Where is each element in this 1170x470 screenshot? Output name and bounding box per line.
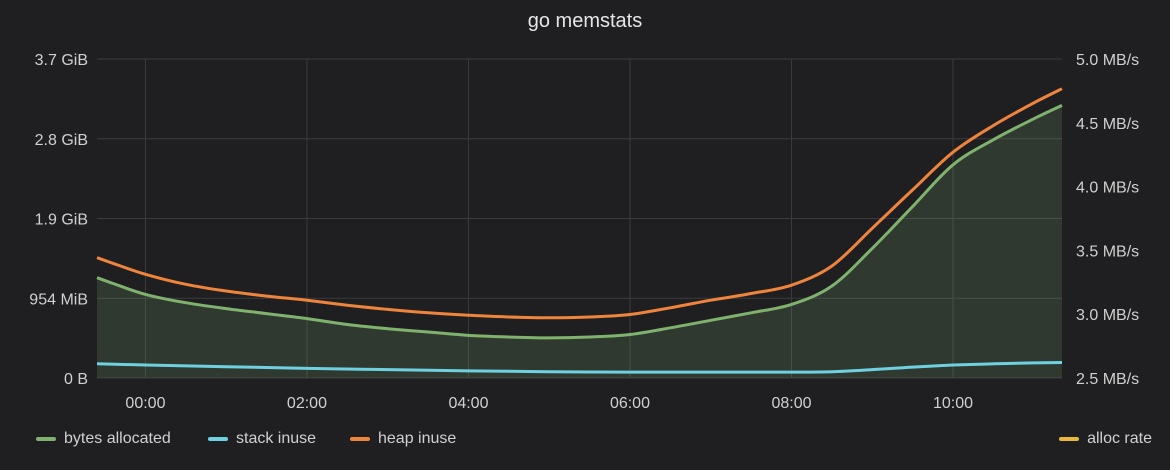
legend-item-heap-inuse[interactable]: heap inuse <box>350 430 456 448</box>
legend-swatch <box>208 437 228 441</box>
legend-label: stack inuse <box>236 430 317 447</box>
series-line-stack-inuse <box>96 361 1063 374</box>
y-left-tick-label: 1.9 GiB <box>35 212 88 229</box>
series-lines <box>96 87 1063 374</box>
series-line-bytes-allocated <box>96 104 1063 340</box>
x-axis: 00:00 02:00 04:00 06:00 08:00 10:00 <box>125 395 973 412</box>
legend-swatch <box>1059 437 1080 441</box>
x-tick-label: 06:00 <box>610 395 650 412</box>
x-tick-label: 04:00 <box>448 395 488 412</box>
y-right-tick-label: 4.5 MB/s <box>1076 116 1139 133</box>
legend-item-bytes-allocated[interactable]: bytes allocated <box>36 430 171 448</box>
y-right-tick-label: 2.5 MB/s <box>1076 371 1139 388</box>
y-right-tick-label: 4.0 MB/s <box>1076 180 1139 197</box>
y-right-tick-label: 3.0 MB/s <box>1076 307 1139 324</box>
y-right-tick-label: 5.0 MB/s <box>1076 52 1139 69</box>
legend-swatch <box>36 437 56 441</box>
y-axis-left: 0 B 954 MiB 1.9 GiB 2.8 GiB 3.7 GiB <box>29 52 88 388</box>
x-tick-label: 08:00 <box>771 395 811 412</box>
legend-label: bytes allocated <box>64 430 171 447</box>
series-line-heap-inuse <box>96 87 1063 320</box>
series-fills <box>97 105 1062 379</box>
series-area-bytes-allocated <box>97 105 1062 379</box>
legend: bytes allocated stack inuse heap inuse allo… <box>36 430 1152 454</box>
y-left-tick-label: 2.8 GiB <box>35 132 88 149</box>
y-axis-right: 2.5 MB/s 3.0 MB/s 3.5 MB/s 4.0 MB/s 4.5 MB/s… <box>1076 52 1139 388</box>
legend-label: alloc rate <box>1087 430 1152 447</box>
legend-item-alloc-rate[interactable]: alloc rate <box>1059 430 1152 448</box>
y-left-tick-label: 0 B <box>64 371 88 388</box>
x-tick-label: 00:00 <box>125 395 165 412</box>
x-tick-label: 02:00 <box>287 395 327 412</box>
legend-swatch <box>350 437 370 441</box>
y-left-tick-label: 3.7 GiB <box>35 52 88 69</box>
y-left-tick-label: 954 MiB <box>29 291 88 308</box>
legend-label: heap inuse <box>378 430 457 447</box>
x-tick-label: 10:00 <box>933 395 973 412</box>
legend-item-stack-inuse[interactable]: stack inuse <box>208 430 316 448</box>
y-right-tick-label: 3.5 MB/s <box>1076 243 1139 260</box>
chart-title: go memstats <box>527 10 643 32</box>
